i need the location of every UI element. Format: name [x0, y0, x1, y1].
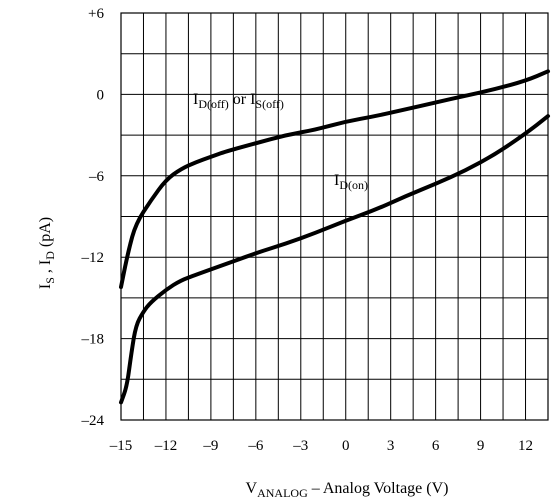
x-tick-label: 0 [342, 438, 350, 454]
grid [120, 12, 549, 421]
y-axis-label: IS , ID (pA) [37, 217, 57, 289]
series-label-off: ID(off) or IS(off) [193, 91, 284, 111]
x-tick-label: 12 [518, 438, 533, 454]
series-label-on: ID(on) [334, 172, 368, 192]
y-tick-label: 0 [97, 87, 105, 103]
y-tick-label: –18 [81, 332, 105, 348]
y-tick-label: –12 [81, 250, 105, 266]
x-tick-label: –6 [247, 438, 264, 454]
x-tick-label: –12 [154, 438, 178, 454]
plot-frame [120, 12, 549, 421]
x-tick-label: –9 [202, 438, 218, 454]
tick-labels: –15 –12 –9 –6 –3 0 3 6 9 12 +6 0 –6 –12 –18 –24 [81, 6, 534, 454]
x-tick-label: 3 [387, 438, 395, 454]
series-line-1 [119, 114, 550, 405]
series-lines [119, 69, 550, 405]
x-tick-label: 6 [432, 438, 440, 454]
y-tick-label: +6 [88, 6, 104, 22]
x-tick-label: –15 [109, 438, 133, 454]
x-axis-label: VANALOG – Analog Voltage (V) [246, 480, 449, 500]
y-tick-label: –6 [88, 169, 105, 185]
series-line-0 [119, 69, 550, 289]
x-tick-label: 9 [477, 438, 485, 454]
y-tick-label: –24 [81, 413, 105, 429]
x-tick-label: –3 [292, 438, 308, 454]
